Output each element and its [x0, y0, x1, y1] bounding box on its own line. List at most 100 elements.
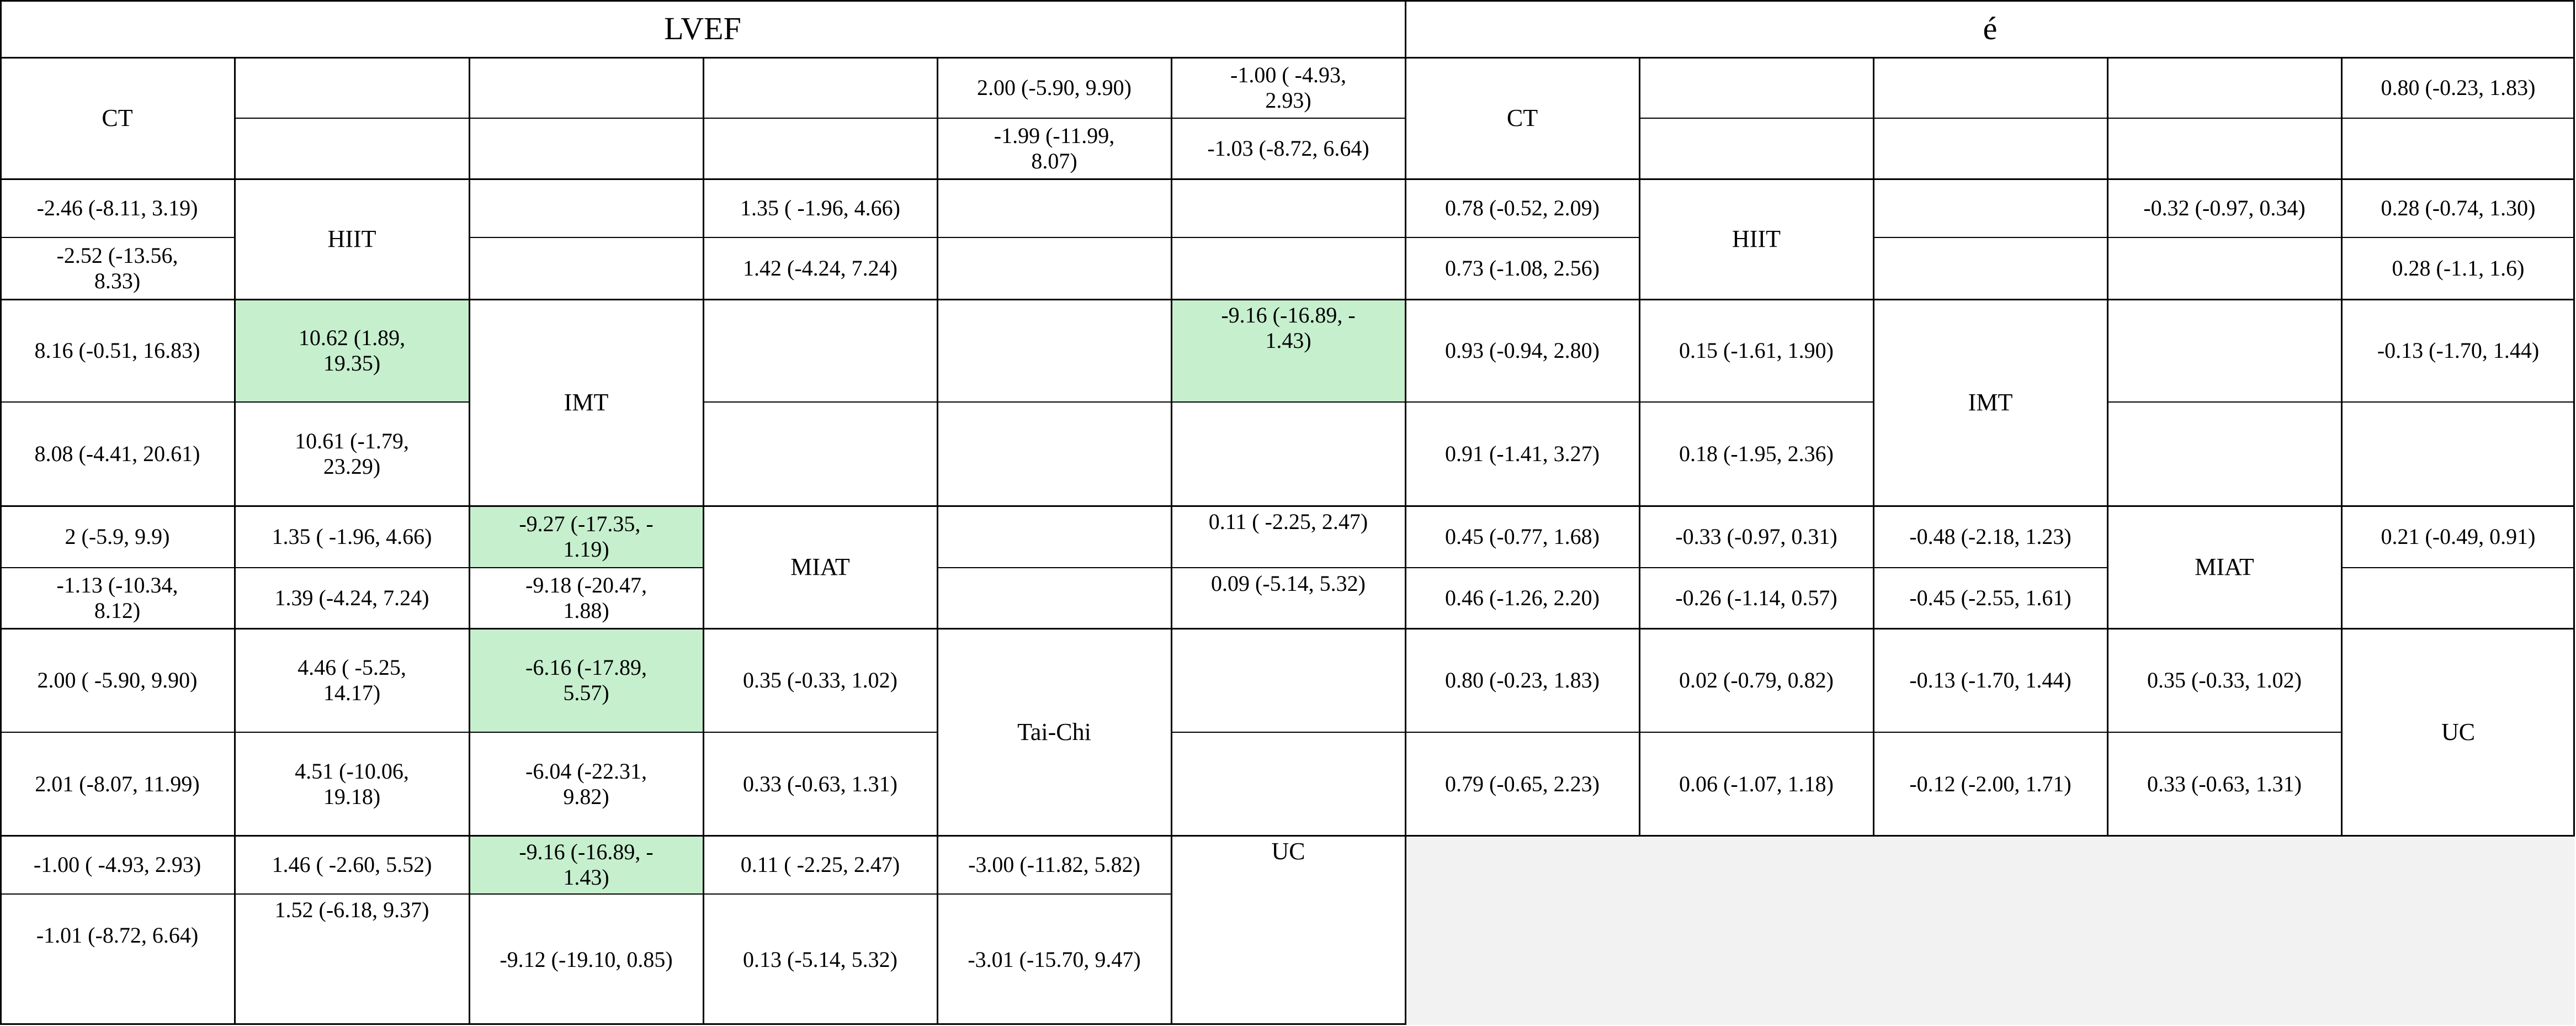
grid-line [1405, 237, 1639, 238]
lvef-hiit-ct-a: -2.46 (-8.11, 3.19) [36, 195, 198, 220]
lvef-uc-miat-a: 0.11 ( -2.25, 2.47) [740, 852, 900, 877]
e-uc-ct-b: 0.79 (-0.65, 2.23) [1445, 771, 1600, 796]
e-label-miat: MIAT [2195, 553, 2254, 580]
lvef-taichi-hiit-a: 4.46 ( -5.25, 14.17) [298, 655, 406, 705]
grid-line [0, 835, 2575, 837]
e-miat-hiit-b: -0.26 (-1.14, 0.57) [1675, 585, 1837, 610]
e-uc-imt-b: -0.12 (-2.00, 1.71) [1909, 771, 2072, 796]
e-miat-imt-a: -0.48 (-2.18, 1.23) [1909, 524, 2072, 549]
grid-line [937, 567, 1405, 568]
grid-line [1171, 732, 1405, 733]
grid-line [2341, 567, 2575, 568]
grid-line [2107, 57, 2108, 835]
lvef-taichi-imt-a: -6.16 (-17.89, 5.57) [469, 628, 703, 732]
e-miat-ct-a: 0.45 (-0.77, 1.68) [1445, 524, 1600, 549]
lvef-imt-hiit-a: 10.62 (1.89, 19.35) [235, 299, 469, 402]
e-uc-ct-a: 0.80 (-0.23, 1.83) [1445, 668, 1600, 692]
e-hiit-miat-a: -0.32 (-0.97, 0.34) [2143, 195, 2306, 220]
blank-area [1405, 835, 2575, 1025]
grid-line [1405, 401, 1873, 403]
lvef-miat-hiit-a: 1.35 ( -1.96, 4.66) [272, 524, 432, 549]
lvef-taichi-hiit-b: 4.51 (-10.06, 19.18) [295, 758, 409, 809]
grid-line [0, 732, 937, 733]
lvef-uc-hiit-b: 1.52 (-6.18, 9.37) [274, 897, 429, 922]
grid-line [0, 401, 469, 403]
e-imt-ct-a: 0.93 (-0.94, 2.80) [1445, 338, 1600, 363]
lvef-ct-taichi-a: 2.00 (-5.90, 9.90) [977, 75, 1132, 100]
grid-line [1639, 57, 1640, 835]
lvef-miat-ct-a: 2 (-5.9, 9.9) [65, 524, 170, 549]
grid-line [0, 0, 2575, 2]
lvef-miat-uc-b: 0.09 (-5.14, 5.32) [1211, 571, 1366, 596]
grid-line [469, 237, 1405, 238]
lvef-miat-hiit-b: 1.39 (-4.24, 7.24) [274, 585, 429, 610]
e-imt-hiit-b: 0.18 (-1.95, 2.36) [1679, 441, 1834, 466]
e-uc-miat-b: 0.33 (-0.63, 1.31) [2147, 771, 2302, 796]
lvef-imt-ct-a: 8.16 (-0.51, 16.83) [34, 338, 200, 363]
grid-line [0, 299, 2575, 300]
e-label-imt: IMT [1968, 389, 2013, 416]
grid-line [2341, 57, 2343, 835]
lvef-uc-taichi-a: -3.00 (-11.82, 5.82) [968, 852, 1140, 877]
grid-line [0, 0, 2, 1025]
e-hiit-uc-b: 0.28 (-1.1, 1.6) [2392, 256, 2525, 281]
grid-line [703, 401, 1405, 403]
lvef-title: LVEF [664, 10, 741, 46]
lvef-label-ct: CT [102, 104, 133, 131]
e-uc-hiit-b: 0.06 (-1.07, 1.18) [1679, 771, 1834, 796]
grid-line [0, 567, 703, 568]
lvef-miat-imt-a: -9.27 (-17.35, - 1.19) [469, 506, 703, 568]
grid-line [0, 237, 235, 238]
e-label-ct: CT [1506, 104, 1538, 131]
grid-line [2107, 401, 2575, 403]
e-hiit-ct-a: 0.78 (-0.52, 2.09) [1445, 195, 1600, 220]
e-imt-uc-a: -0.13 (-1.70, 1.44) [2377, 338, 2540, 363]
lvef-taichi-ct-a: 2.00 ( -5.90, 9.90) [37, 668, 198, 692]
lvef-taichi-miat-a: 0.35 (-0.33, 1.02) [743, 668, 897, 692]
lvef-taichi-miat-b: 0.33 (-0.63, 1.31) [743, 771, 897, 796]
grid-line [2573, 0, 2575, 835]
lvef-imt-hiit-b: 10.61 (-1.79, 23.29) [295, 429, 409, 479]
e-miat-imt-b: -0.45 (-2.55, 1.61) [1909, 585, 2072, 610]
grid-line [0, 178, 2575, 180]
e-label-hiit: HIIT [1732, 225, 1781, 252]
lvef-ct-taichi-b: -1.99 (-11.99, 8.07) [994, 123, 1115, 173]
lvef-label-taichi: Tai-Chi [1017, 718, 1091, 745]
lvef-uc-imt-a: -9.16 (-16.89, - 1.43) [469, 835, 703, 894]
lvef-taichi-imt-b: -6.04 (-22.31, 9.82) [525, 758, 647, 809]
lvef-uc-hiit-a: 1.46 ( -2.60, 5.52) [272, 852, 432, 877]
lvef-miat-ct-b: -1.13 (-10.34, 8.12) [56, 573, 178, 623]
e-hiit-ct-b: 0.73 (-1.08, 2.56) [1445, 256, 1600, 281]
grid-line [1171, 57, 1172, 1025]
lvef-imt-uc-a: -9.16 (-16.89, - 1.43) [1171, 299, 1405, 402]
lvef-miat-imt-b: -9.18 (-20.47, 1.88) [525, 573, 647, 623]
lvef-label-hiit: HIIT [327, 225, 376, 252]
lvef-hiit-miat-a: 1.35 ( -1.96, 4.66) [740, 195, 900, 220]
e-miat-ct-b: 0.46 (-1.26, 2.20) [1445, 585, 1600, 610]
e-hiit-uc-a: 0.28 (-0.74, 1.30) [2381, 195, 2536, 220]
lvef-label-uc: UC [1271, 838, 1305, 865]
lvef-ct-uc-a: -1.00 ( -4.93, 2.93) [1230, 62, 1346, 113]
grid-line [469, 57, 470, 1025]
lvef-label-imt: IMT [564, 389, 609, 416]
grid-line [0, 57, 2575, 59]
grid-line [1405, 732, 2341, 733]
e-uc-hiit-a: 0.02 (-0.79, 0.82) [1679, 668, 1834, 692]
grid-line [234, 57, 236, 1025]
grid-line [0, 893, 1171, 895]
lvef-uc-imt-b: -9.12 (-19.10, 0.85) [500, 946, 673, 972]
lvef-uc-miat-b: 0.13 (-5.14, 5.32) [743, 946, 897, 972]
e-uc-miat-a: 0.35 (-0.33, 1.02) [2147, 668, 2302, 692]
e-uc-imt-a: -0.13 (-1.70, 1.44) [1909, 668, 2072, 692]
e-title: é [1983, 10, 1998, 46]
lvef-hiit-miat-b: 1.42 (-4.24, 7.24) [743, 256, 897, 281]
lvef-hiit-ct-b: -2.52 (-13.56, 8.33) [56, 243, 178, 293]
grid-line [235, 118, 1405, 119]
grid-line [1405, 0, 1406, 1025]
grid-line [1639, 118, 2575, 119]
e-miat-hiit-a: -0.33 (-0.97, 0.31) [1675, 524, 1837, 549]
grid-line [0, 628, 2575, 630]
grid-line [1873, 237, 2575, 238]
lvef-ct-uc-b: -1.03 (-8.72, 6.64) [1207, 136, 1369, 161]
